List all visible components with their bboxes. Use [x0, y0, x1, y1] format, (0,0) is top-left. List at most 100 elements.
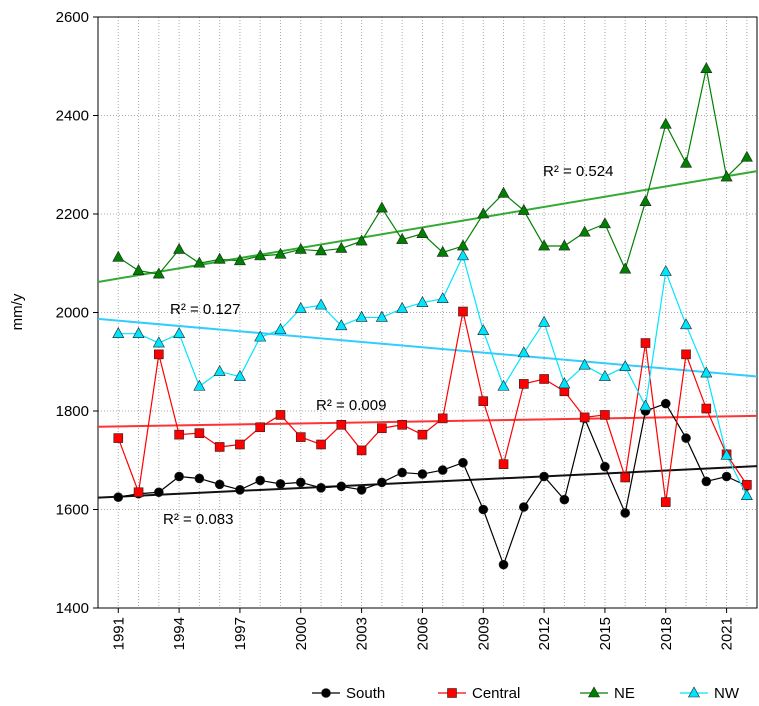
y-tick-label: 2000: [56, 305, 89, 322]
x-tick-label: 2018: [658, 617, 675, 650]
x-tick-label: 1994: [171, 617, 188, 650]
marker: [558, 239, 571, 251]
marker: [587, 686, 601, 698]
marker: [254, 330, 267, 342]
marker: [396, 232, 409, 244]
marker: [274, 247, 287, 259]
marker: [659, 264, 672, 276]
marker: [213, 252, 226, 264]
marker: [315, 244, 328, 256]
series-line: [117, 68, 748, 275]
marker: [417, 469, 428, 479]
x-tick-label: 2021: [719, 617, 736, 650]
marker: [497, 186, 510, 198]
marker: [233, 369, 246, 381]
trend-line: [97, 414, 758, 428]
marker: [255, 422, 266, 433]
marker: [112, 250, 125, 262]
marker: [397, 467, 407, 478]
marker: [194, 428, 205, 438]
marker: [316, 483, 326, 493]
marker: [720, 170, 733, 182]
r2-annotation: R² = 0.127: [170, 301, 240, 318]
marker: [193, 256, 206, 268]
marker: [687, 686, 701, 698]
r2-annotation: R² = 0.083: [163, 511, 233, 528]
marker: [742, 480, 752, 490]
marker: [213, 364, 226, 376]
marker: [355, 310, 368, 322]
marker: [417, 429, 428, 440]
marker: [173, 242, 186, 254]
marker: [112, 327, 125, 338]
marker: [456, 249, 469, 261]
marker: [519, 502, 529, 512]
marker: [538, 315, 551, 327]
marker: [498, 459, 509, 469]
y-axis-label: mm/y: [9, 293, 26, 330]
legend-label: NE: [614, 685, 635, 702]
marker: [375, 201, 388, 213]
x-tick-label: 1997: [232, 617, 249, 650]
marker: [416, 227, 429, 238]
legend-label: South: [346, 685, 385, 702]
marker: [255, 475, 266, 486]
marker: [700, 366, 713, 378]
marker: [578, 225, 591, 237]
marker: [416, 296, 429, 307]
marker: [397, 419, 407, 430]
marker: [478, 504, 489, 515]
marker: [538, 239, 551, 251]
marker: [436, 245, 449, 257]
marker: [214, 442, 225, 452]
x-tick-label: 2006: [414, 617, 431, 650]
marker: [497, 379, 510, 391]
marker: [478, 396, 489, 406]
marker: [740, 489, 753, 501]
marker: [437, 465, 448, 475]
marker: [517, 346, 530, 358]
marker: [336, 419, 347, 430]
marker: [275, 410, 286, 420]
marker: [133, 487, 144, 498]
marker: [154, 349, 164, 360]
marker: [477, 324, 490, 336]
marker: [436, 292, 449, 304]
marker: [721, 471, 732, 482]
marker: [321, 688, 331, 698]
marker: [113, 492, 124, 502]
marker: [356, 484, 367, 495]
x-tick-label: 1991: [110, 617, 127, 650]
marker: [539, 374, 549, 384]
x-tick-label: 2015: [597, 617, 614, 650]
marker: [132, 327, 145, 338]
marker: [132, 264, 145, 275]
marker: [458, 457, 468, 468]
marker: [254, 249, 267, 261]
marker: [701, 403, 712, 414]
marker: [294, 242, 307, 254]
marker: [680, 156, 693, 168]
marker: [517, 203, 530, 215]
marker: [152, 336, 165, 348]
marker: [294, 301, 307, 313]
marker: [173, 327, 186, 338]
legend-label: Central: [472, 685, 520, 702]
marker: [113, 433, 124, 443]
y-tick-label: 1400: [56, 600, 89, 617]
r2-annotation: R² = 0.009: [316, 397, 386, 414]
marker: [660, 497, 671, 507]
marker: [456, 239, 469, 251]
marker: [233, 254, 246, 266]
marker: [275, 479, 286, 489]
marker: [315, 298, 328, 310]
marker: [498, 559, 509, 570]
marker: [377, 423, 387, 434]
marker: [598, 217, 611, 229]
marker: [194, 473, 205, 484]
marker: [174, 471, 184, 482]
marker: [639, 195, 652, 206]
marker: [335, 319, 348, 331]
trend-line: [97, 465, 758, 499]
